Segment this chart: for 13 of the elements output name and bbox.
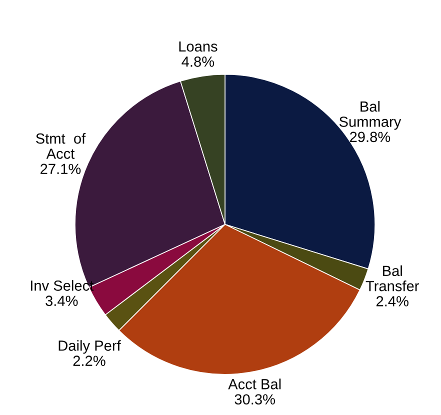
- data-label: 30.3%: [234, 394, 275, 405]
- data-label: 2.4%: [376, 296, 408, 306]
- data-label: 29.8%: [350, 132, 390, 142]
- data-label: 27.1%: [40, 164, 81, 174]
- slice-label: Bal Transfer: [366, 265, 419, 292]
- data-label: 3.4%: [46, 296, 78, 306]
- slice-label: Daily Perf: [58, 340, 121, 354]
- slice-label: Loans: [179, 41, 218, 52]
- data-label: 2.2%: [73, 356, 106, 366]
- data-label: 4.8%: [182, 56, 214, 67]
- slice-label: Stmt of Acct: [36, 133, 86, 159]
- slice-label: Bal Summary: [339, 101, 402, 130]
- slice-label: Acct Bal: [228, 378, 281, 390]
